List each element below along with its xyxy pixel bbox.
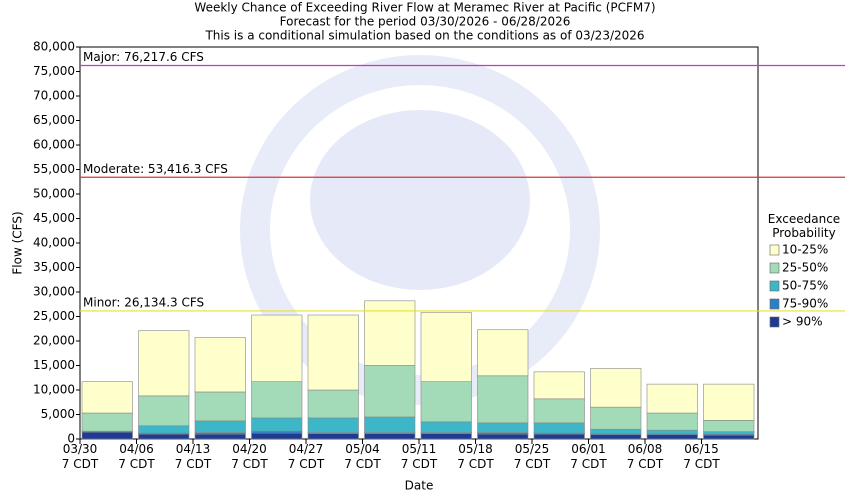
bar-segment [307,389,359,419]
bar-segment [590,368,642,408]
bar-segment [138,395,190,427]
y-tick-label: 35,000 [33,260,75,274]
x-axis-label: Date [405,479,434,493]
legend-swatch [769,280,780,292]
legend-label: 10-25% [782,243,828,257]
y-tick-label: 55,000 [33,162,75,176]
bar-segment [251,314,303,382]
bar-segment [364,433,416,440]
y-tick-label: 50,000 [33,187,75,201]
bar-segment [81,412,133,432]
bar-segment [533,422,585,434]
threshold-label: Major: 76,217.6 CFS [83,50,204,64]
x-tick-label: 04/20 7 CDT [231,442,268,471]
bar-segment [703,431,755,435]
legend-label: 25-50% [782,261,828,275]
chart-note: This is a conditional simulation based o… [204,29,644,43]
bar-segment [251,432,303,440]
x-tick-label: 06/15 7 CDT [683,442,720,471]
bar-segment [420,433,472,440]
y-tick-label: 5,000 [41,407,75,421]
watermark [240,55,600,405]
y-tick-label: 40,000 [33,236,75,250]
x-tick-label: 05/25 7 CDT [513,442,551,471]
bar-segment [194,420,246,433]
bar-segment [81,381,133,414]
y-tick-label: 45,000 [33,211,75,225]
y-tick-label: 70,000 [33,89,75,103]
y-tick-label: 15,000 [33,358,75,372]
y-tick-label: 80,000 [33,40,75,54]
bar-segment [646,383,698,414]
legend-label: > 90% [782,315,823,329]
bar-segment [533,371,585,400]
threshold-label: Minor: 26,134.3 CFS [83,295,204,309]
bar-segment [138,433,190,440]
bar-segment [307,417,359,433]
legend-swatch [769,316,780,328]
bar-segment [646,429,698,434]
bar-segment [420,421,472,433]
bar-segment [646,412,698,431]
x-tick-label: 05/11 7 CDT [400,442,438,471]
bar-segment [251,417,303,432]
bar-segment [420,381,472,423]
bar-segment [533,398,585,424]
bar-segment [590,428,642,434]
bar-segment [477,375,529,424]
bar-segment [138,425,190,434]
bar-segment [307,433,359,440]
y-tick-label: 10,000 [33,383,75,397]
x-tick-label: 04/06 7 CDT [118,442,155,471]
bar-segment [364,416,416,433]
x-tick-label: 05/04 7 CDT [344,442,381,471]
watermark [310,110,530,290]
bar-segment [533,433,585,440]
legend-swatch [769,262,780,274]
y-axis-label: Flow (CFS) [11,211,25,274]
x-tick-label: 04/27 7 CDT [287,442,325,471]
y-tick-label: 0 [67,432,75,446]
bar-segment [477,422,529,433]
bar-segment [703,434,755,440]
bar-segment [194,433,246,440]
bar-segment [364,365,416,418]
x-tick-label: 03/30 7 CDT [61,442,99,471]
y-tick-label: 20,000 [33,334,75,348]
bar-segment [364,300,416,366]
bar-segment [251,381,303,419]
bar-segment [194,337,246,393]
bar-segment [646,434,698,440]
legend-title: Exceedance Probability [767,212,841,240]
bar-segment [420,312,472,382]
y-tick-label: 60,000 [33,138,75,152]
bar-segment [138,330,190,397]
bar-segment [703,383,755,421]
legend-label: 75-90% [782,297,828,311]
x-tick-label: 06/08 7 CDT [626,442,664,471]
y-tick-label: 25,000 [33,309,75,323]
bar-segment [703,420,755,432]
x-tick-label: 05/18 7 CDT [457,442,494,471]
bar-segment [194,391,246,422]
chart-subtitle: Forecast for the period 03/30/2026 - 06/… [280,15,571,29]
bar-segment [81,431,133,440]
x-tick-label: 04/13 7 CDT [174,442,212,471]
legend-swatch [769,244,780,256]
threshold-label: Moderate: 53,416.3 CFS [83,162,228,176]
bar-segment [477,329,529,377]
chart-title: Weekly Chance of Exceeding River Flow at… [194,1,655,15]
bar-segment [477,433,529,440]
legend-swatch [769,298,780,310]
bar-segment [590,434,642,440]
y-tick-label: 75,000 [33,64,75,78]
bar-segment [307,314,359,391]
y-tick-label: 30,000 [33,285,75,299]
y-tick-label: 65,000 [33,113,75,127]
legend-label: 50-75% [782,279,828,293]
bar-segment [590,406,642,430]
x-tick-label: 06/01 7 CDT [570,442,607,471]
